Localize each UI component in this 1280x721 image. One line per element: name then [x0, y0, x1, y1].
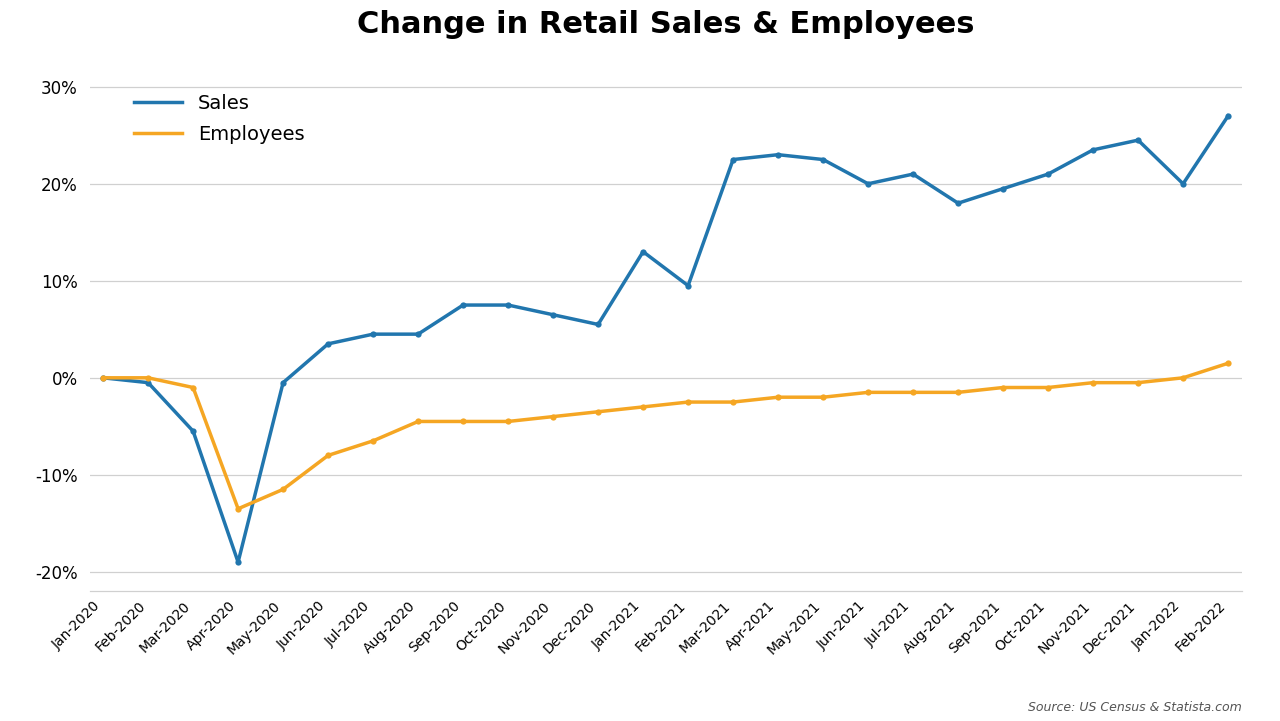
Sales [141, 379, 156, 387]
Employees [771, 393, 786, 402]
Sales [905, 169, 920, 178]
Employees [141, 373, 156, 382]
Title: Change in Retail Sales & Employees: Change in Retail Sales & Employees [357, 9, 974, 39]
Sales [230, 558, 246, 567]
Employees [1220, 359, 1235, 368]
Employees [1130, 379, 1146, 387]
Line: Sales: Sales [100, 112, 1231, 565]
Employees [951, 388, 966, 397]
Sales [275, 379, 291, 387]
Sales [681, 281, 696, 290]
Employees [411, 417, 426, 426]
Employees [275, 485, 291, 494]
Sales [1175, 180, 1190, 188]
Sales [1085, 146, 1101, 154]
Sales [1220, 112, 1235, 120]
Employees [1175, 373, 1190, 382]
Sales [996, 185, 1011, 193]
Employees [681, 398, 696, 407]
Sales [456, 301, 471, 309]
Line: Employees: Employees [100, 360, 1231, 512]
Sales [545, 311, 561, 319]
Employees [456, 417, 471, 426]
Text: Source: US Census & Statista.com: Source: US Census & Statista.com [1028, 701, 1242, 714]
Sales [186, 427, 201, 435]
Sales [951, 199, 966, 208]
Employees [1041, 383, 1056, 392]
Employees [815, 393, 831, 402]
Employees [726, 398, 741, 407]
Sales [635, 247, 650, 256]
Sales [815, 155, 831, 164]
Sales [771, 151, 786, 159]
Sales [500, 301, 516, 309]
Legend: Sales, Employees: Sales, Employees [134, 94, 305, 144]
Employees [1085, 379, 1101, 387]
Sales [365, 329, 380, 338]
Sales [320, 340, 335, 348]
Employees [365, 436, 380, 445]
Sales [726, 155, 741, 164]
Employees [905, 388, 920, 397]
Employees [230, 505, 246, 513]
Sales [590, 320, 605, 329]
Employees [320, 451, 335, 460]
Employees [96, 373, 111, 382]
Employees [635, 402, 650, 411]
Employees [860, 388, 876, 397]
Employees [186, 383, 201, 392]
Employees [590, 407, 605, 416]
Sales [1130, 136, 1146, 144]
Sales [1041, 169, 1056, 178]
Employees [500, 417, 516, 426]
Sales [96, 373, 111, 382]
Sales [411, 329, 426, 338]
Employees [545, 412, 561, 421]
Sales [860, 180, 876, 188]
Employees [996, 383, 1011, 392]
